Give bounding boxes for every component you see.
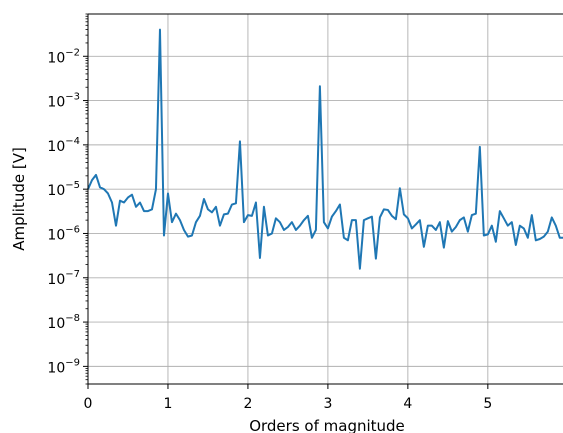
y-axis-label: Amplitude [V] — [10, 147, 28, 251]
y-tick-label: 10−7 — [47, 269, 80, 288]
y-tick-label: 10−3 — [47, 92, 80, 111]
grid — [88, 14, 563, 384]
y-ticks: 10−9 10−8 10−7 10−6 10−5 10−4 10−3 10−2 — [47, 47, 88, 376]
x-tick-label: 5 — [483, 396, 492, 412]
y-tick-label: 10−9 — [47, 357, 80, 376]
x-tick-label: 0 — [84, 396, 93, 412]
y-tick-label: 10−8 — [47, 313, 80, 332]
x-tick-label: 2 — [243, 396, 252, 412]
y-tick-label: 10−4 — [47, 136, 80, 155]
series-line — [87, 28, 563, 270]
x-tick-label: 4 — [403, 396, 412, 412]
y-tick-label: 10−2 — [47, 47, 80, 66]
x-ticks: 0 1 2 3 4 5 — [84, 384, 492, 412]
plot-area — [87, 28, 563, 270]
y-tick-label: 10−5 — [47, 180, 80, 199]
x-tick-label: 3 — [323, 396, 332, 412]
x-tick-label: 1 — [164, 396, 173, 412]
x-axis-label: Orders of magnitude — [249, 417, 405, 433]
y-tick-label: 10−6 — [47, 224, 80, 243]
